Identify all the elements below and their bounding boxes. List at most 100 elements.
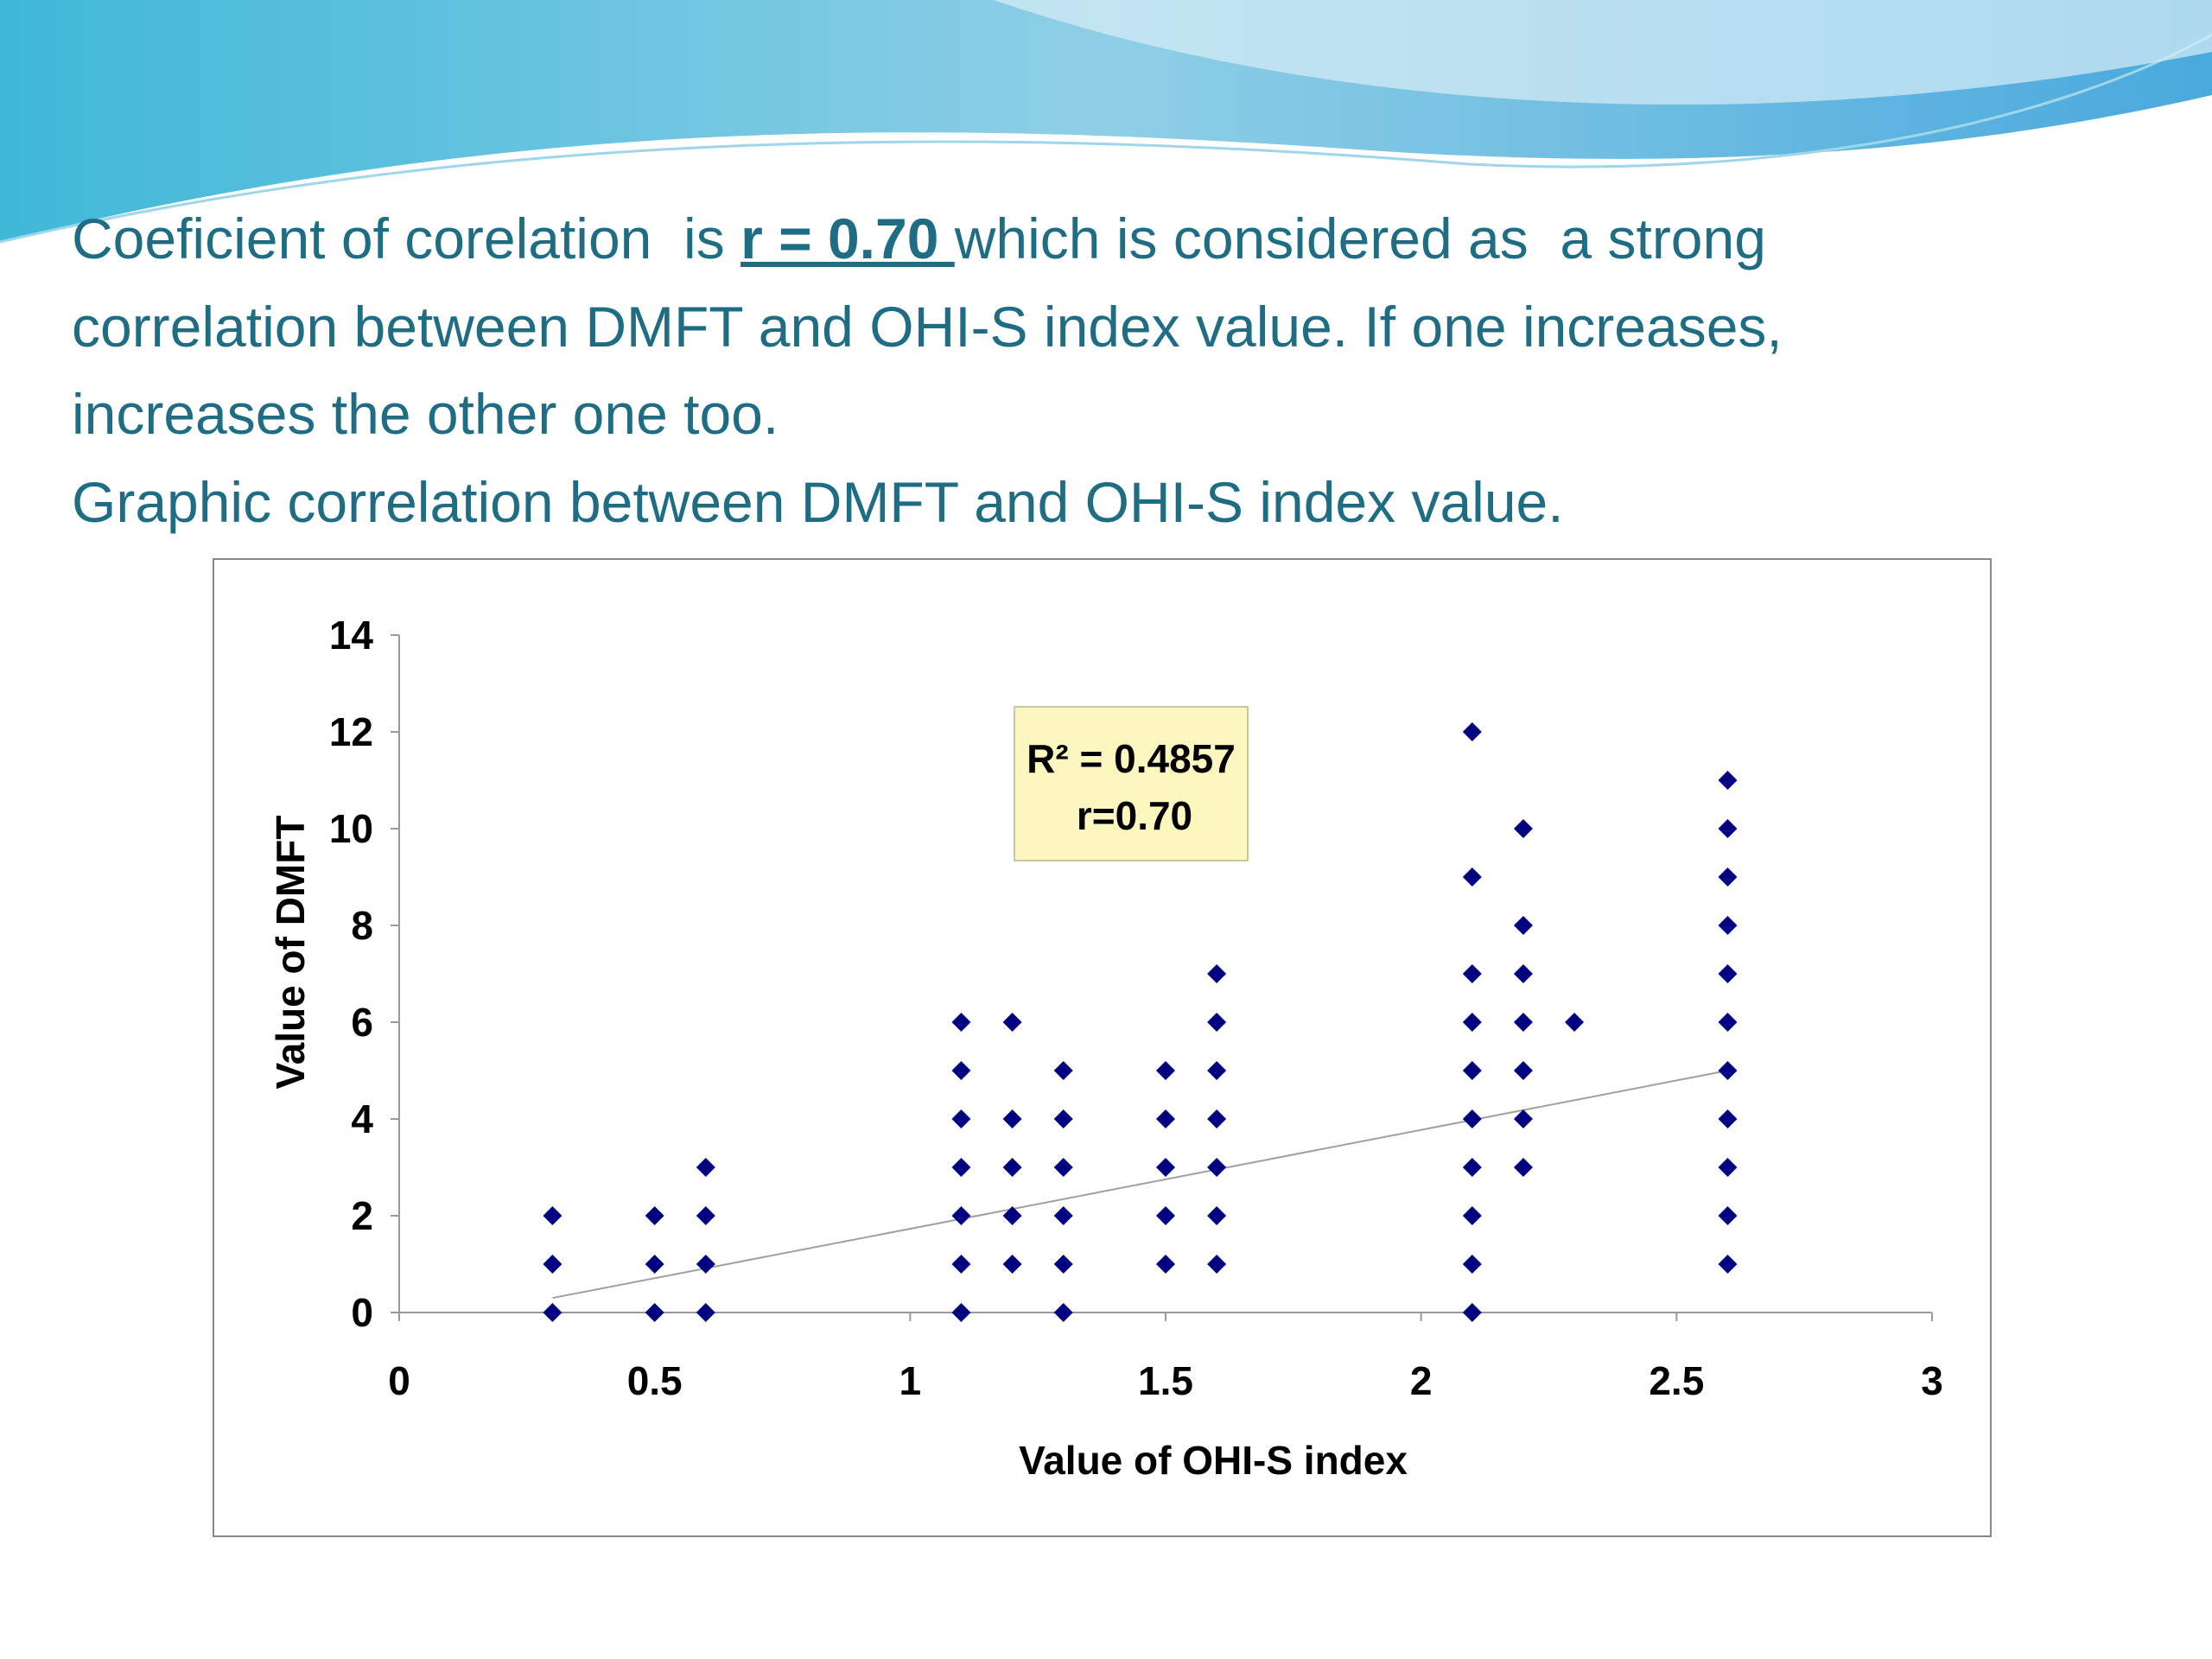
y-tick-label: 4: [351, 1096, 373, 1141]
point: [1718, 1206, 1738, 1225]
point: [951, 1013, 971, 1032]
point: [1462, 1158, 1482, 1177]
point: [1053, 1109, 1073, 1128]
point: [1207, 1206, 1227, 1225]
point: [1718, 868, 1738, 887]
point: [1053, 1255, 1073, 1274]
point: [951, 1206, 971, 1225]
annotation: R² = 0.4857: [1027, 736, 1236, 781]
point: [1513, 964, 1533, 983]
point: [1156, 1255, 1175, 1274]
point: [1002, 1158, 1022, 1177]
point: [1718, 1255, 1738, 1274]
text: Coeficient of corelation is: [72, 207, 741, 270]
x-tick-label: 1.5: [1138, 1358, 1193, 1403]
point: [1053, 1061, 1073, 1080]
y-tick-label: 6: [351, 1000, 373, 1045]
point: [1462, 722, 1482, 741]
point: [1462, 1013, 1482, 1032]
annotation-box: [1014, 706, 1249, 861]
point: [1718, 1013, 1738, 1032]
wave-line: [0, 33, 2212, 244]
point: [951, 1158, 971, 1177]
point: [1513, 1109, 1533, 1128]
text-line: increases the other one too.: [72, 382, 779, 446]
point: [645, 1303, 664, 1322]
text: which is considered as a strong: [954, 207, 1766, 270]
x-tick-label: 2: [1410, 1358, 1433, 1403]
point: [1002, 1013, 1022, 1032]
x-tick-label: 3: [1921, 1358, 1943, 1403]
y-tick-label: 0: [351, 1290, 373, 1335]
point: [951, 1255, 971, 1274]
point: [1156, 1109, 1175, 1128]
point: [1718, 964, 1738, 983]
text-line: Coeficient of corelation is r = 0.70 whi…: [72, 210, 1766, 267]
point: [1513, 1013, 1533, 1032]
point: [1002, 1109, 1022, 1128]
y-tick-label: 12: [329, 709, 373, 754]
point: [1462, 1255, 1482, 1274]
point: [543, 1206, 563, 1225]
point: [1002, 1255, 1022, 1274]
point: [1718, 1061, 1738, 1080]
text-line: Graphic correlation between DMFT and OHI…: [72, 470, 1564, 534]
point: [1462, 1206, 1482, 1225]
point: [1053, 1303, 1073, 1322]
chart-frame: [213, 558, 1992, 1537]
point: [645, 1255, 664, 1274]
point: [1718, 916, 1738, 935]
y-tick-label: 14: [329, 613, 374, 658]
point: [1513, 916, 1533, 935]
point: [1002, 1206, 1022, 1225]
point: [1207, 1158, 1227, 1177]
point: [951, 1109, 971, 1128]
point: [951, 1303, 971, 1322]
y-tick-label: 10: [329, 806, 373, 851]
point: [645, 1206, 664, 1225]
point: [1156, 1061, 1175, 1080]
point: [1462, 1303, 1482, 1322]
header-wave: [0, 0, 2212, 244]
annotation: r=0.70: [1077, 793, 1192, 838]
point: [951, 1061, 971, 1080]
point: [1462, 1109, 1482, 1128]
point: [1053, 1206, 1073, 1225]
point: [1156, 1158, 1175, 1177]
text: r = 0.70: [741, 207, 955, 270]
y-tick-label: 8: [351, 903, 373, 948]
point: [1513, 1158, 1533, 1177]
y-axis-title: Value of DMFT: [268, 816, 313, 1090]
point: [1718, 1109, 1738, 1128]
point: [1207, 964, 1227, 983]
point: [1718, 771, 1738, 790]
point: [1462, 964, 1482, 983]
point: [1207, 1013, 1227, 1032]
point: [696, 1255, 715, 1274]
x-tick-label: 0: [388, 1358, 410, 1403]
point: [1718, 819, 1738, 838]
x-tick-label: 2.5: [1649, 1358, 1704, 1403]
text-line: correlation between DMFT and OHI-S index…: [72, 295, 1783, 359]
wave: [994, 0, 2212, 105]
point: [696, 1303, 715, 1322]
point: [543, 1255, 563, 1274]
point: [1207, 1109, 1227, 1128]
point: [1513, 1061, 1533, 1080]
point: [1053, 1158, 1073, 1177]
x-tick-label: 0.5: [627, 1358, 683, 1403]
point: [1462, 868, 1482, 887]
point: [543, 1303, 563, 1322]
point: [1513, 819, 1533, 838]
point: [1462, 1061, 1482, 1080]
point: [1156, 1206, 1175, 1225]
point: [696, 1206, 715, 1225]
point: [696, 1158, 715, 1177]
x-axis-title: Value of OHI-S index: [1019, 1438, 1408, 1483]
point: [1207, 1061, 1227, 1080]
point: [1718, 1158, 1738, 1177]
x-tick-label: 1: [899, 1358, 922, 1403]
y-tick-label: 2: [351, 1193, 373, 1238]
trendline: [552, 1070, 1728, 1300]
